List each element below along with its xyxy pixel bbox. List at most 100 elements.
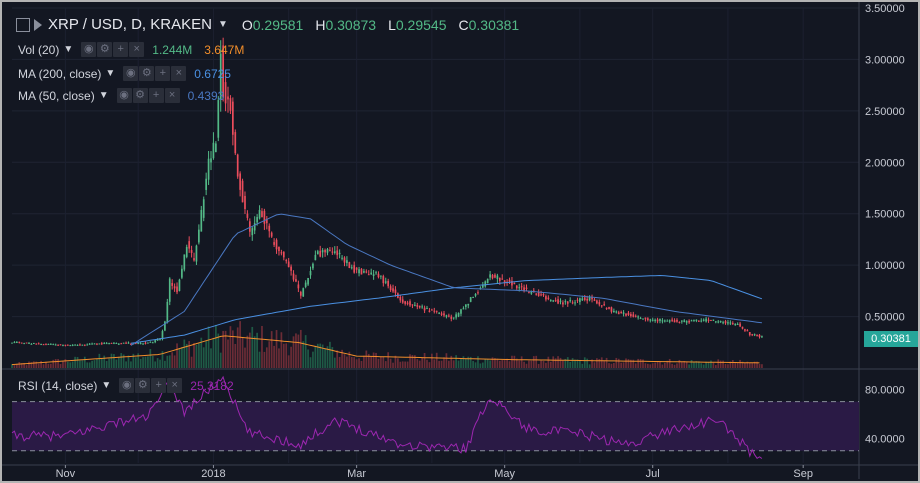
candle-body (423, 307, 426, 311)
rsi-name[interactable]: RSI (14, close) (18, 378, 98, 393)
candle-body (168, 278, 171, 302)
volume-bar (622, 362, 625, 368)
candle-body (671, 319, 673, 321)
close-icon[interactable]: × (129, 42, 145, 57)
candle-body (579, 298, 581, 303)
chevron-down-icon[interactable]: ▼ (63, 44, 74, 55)
flag-icon[interactable] (34, 18, 42, 31)
price-tick-label: 1.50000 (865, 209, 905, 221)
plus-icon[interactable]: + (151, 378, 167, 393)
chevron-down-icon[interactable]: ▼ (98, 90, 109, 101)
candle-body (52, 344, 55, 346)
ma50-name[interactable]: MA (50, close) (18, 88, 95, 103)
volume-bar (605, 357, 608, 368)
volume-bar (394, 355, 397, 368)
plus-icon[interactable]: + (113, 42, 129, 57)
volume-bar (435, 352, 438, 368)
candle-body (161, 331, 164, 340)
toggle-icon[interactable] (16, 17, 30, 32)
candle-body (309, 271, 312, 276)
volume-bar (287, 355, 290, 368)
volume-bar (363, 355, 365, 368)
volume-bar (375, 352, 377, 368)
candle-body (443, 313, 445, 316)
plus-icon[interactable]: + (155, 66, 171, 81)
candle-body (729, 322, 732, 324)
volume-bar (110, 353, 113, 368)
candle-body (513, 282, 516, 285)
candle-body (445, 315, 448, 317)
price-tick-label: 2.50000 (865, 106, 905, 118)
candle-body (93, 343, 96, 345)
eye-icon[interactable]: ◉ (119, 378, 135, 393)
candle-body (683, 320, 686, 323)
candle-body (35, 343, 38, 345)
gear-icon[interactable]: ⚙ (132, 88, 148, 103)
candle-body (428, 310, 431, 312)
volume-bar (115, 359, 118, 368)
volume-bar (637, 358, 639, 368)
candle-body (299, 291, 302, 296)
volume-bar (496, 358, 499, 368)
eye-icon[interactable]: ◉ (81, 42, 97, 57)
volume-bar (683, 360, 686, 368)
plus-icon[interactable]: + (148, 88, 164, 103)
volume-bar (173, 355, 176, 368)
candle-body (261, 211, 263, 218)
volume-bar (642, 359, 644, 368)
volume-bar (489, 360, 491, 368)
candle-body (545, 296, 547, 300)
volume-bar (149, 348, 152, 368)
gear-icon[interactable]: ⚙ (97, 42, 113, 57)
volume-bar (229, 326, 232, 368)
candle-body (685, 321, 688, 323)
volume-bar (35, 361, 38, 368)
chevron-down-icon[interactable]: ▼ (217, 19, 228, 30)
candle-body (596, 300, 598, 304)
volume-bar (639, 359, 642, 368)
candle-body (401, 299, 404, 303)
volume-bar (159, 359, 161, 368)
gear-icon[interactable]: ⚙ (139, 66, 155, 81)
volume-bar (370, 356, 373, 368)
close-icon[interactable]: × (171, 66, 187, 81)
candle-body (239, 173, 241, 190)
candle-body (710, 320, 712, 322)
candle-body (227, 96, 229, 100)
ma200-name[interactable]: MA (200, close) (18, 66, 102, 81)
volume-bar (127, 355, 130, 368)
volume-bar (651, 363, 654, 368)
candle-body (363, 271, 365, 273)
chevron-down-icon[interactable]: ▼ (105, 68, 116, 79)
volume-bar (717, 359, 720, 368)
eye-icon[interactable]: ◉ (116, 88, 132, 103)
volume-bar (457, 360, 460, 368)
volume-bar (151, 355, 154, 368)
volume-bar (579, 360, 581, 368)
vol-value-2: 3.647M (204, 42, 245, 57)
volume-bar (564, 358, 567, 368)
close-icon[interactable]: × (164, 88, 180, 103)
volume-bar (246, 335, 249, 368)
volume-bar (333, 357, 336, 368)
candle-body (406, 302, 409, 304)
vol-name[interactable]: Vol (20) (18, 42, 60, 57)
candle-body (668, 320, 671, 322)
gear-icon[interactable]: ⚙ (135, 378, 151, 393)
close-icon[interactable]: × (167, 378, 183, 393)
volume-bar (627, 359, 630, 368)
chevron-down-icon[interactable]: ▼ (101, 380, 112, 391)
symbol-title[interactable]: XRP / USD, D, KRAKEN (48, 16, 212, 33)
eye-icon[interactable]: ◉ (123, 66, 139, 81)
volume-bar (460, 358, 462, 368)
volume-bar (164, 360, 166, 368)
volume-bar (329, 341, 331, 368)
candle-body (307, 277, 309, 285)
volume-bar (630, 359, 632, 368)
volume-bar (18, 362, 21, 368)
volume-bar (234, 343, 237, 368)
volume-bar (25, 365, 28, 368)
volume-bar (161, 351, 164, 368)
volume-bar (253, 336, 256, 368)
